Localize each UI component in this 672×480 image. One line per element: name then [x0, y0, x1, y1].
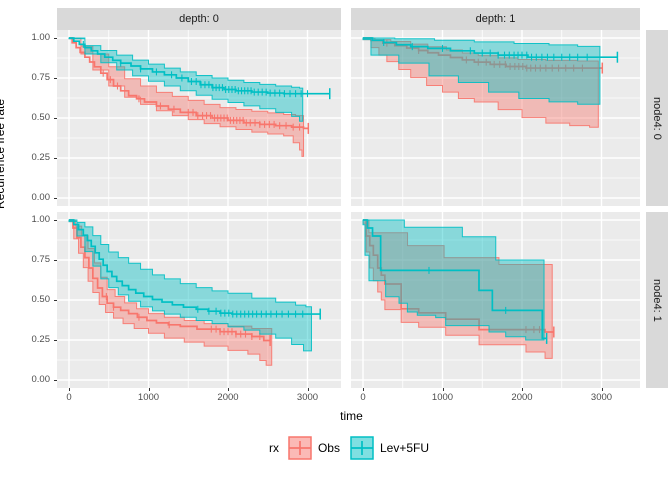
facet-strip-label: depth: 0	[179, 13, 219, 25]
y-tick-mark	[54, 260, 57, 261]
spacer	[646, 8, 668, 30]
y-tick-mark	[54, 118, 57, 119]
spacer	[341, 212, 351, 388]
y-tick-label: 1.00	[31, 214, 51, 225]
survival-line-Lev+5FU	[69, 37, 330, 95]
y-tick-mark	[54, 158, 57, 159]
spacer	[0, 388, 57, 408]
facet-grid: depth: 0 depth: 1 1.00 0.75 0.50 0.25 0.00 n…	[0, 8, 672, 408]
panel-depth0-node4-1	[57, 212, 341, 388]
facet-strip-node4-1: node4: 1	[646, 212, 668, 388]
spacer	[341, 30, 351, 206]
facet-strip-node4-0: node4: 0	[646, 30, 668, 206]
spacer	[646, 388, 668, 408]
y-tick-label: 0.50	[31, 294, 51, 305]
panel-depth1-node4-1	[351, 212, 640, 388]
x-axis-left: 0 1000 2000 3000	[57, 388, 341, 408]
survival-line-Lev+5FU	[363, 219, 547, 340]
facet-strip-depth-0: depth: 0	[57, 8, 341, 30]
facet-strip-label: node4: 0	[651, 96, 663, 140]
y-tick-label: 0.50	[31, 112, 51, 123]
x-axis-right: 0 1000 2000 3000	[351, 388, 640, 408]
facet-strip-depth-1: depth: 1	[351, 8, 640, 30]
facet-strip-label: depth: 1	[475, 13, 516, 25]
panel-depth1-node4-0	[351, 30, 640, 206]
x-axis-title: time	[340, 409, 363, 423]
x-tick-label: 0	[360, 392, 366, 403]
x-tick-label: 2000	[217, 392, 239, 403]
confidence-ribbon-Obs	[362, 219, 553, 359]
confidence-ribbon-Obs	[68, 219, 273, 366]
y-tick-label: 0.00	[31, 374, 51, 385]
x-tick-mark	[522, 388, 523, 391]
legend-key-lev5fu-swatch	[350, 436, 374, 460]
y-tick-label: 0.25	[31, 152, 51, 163]
confidence-ribbon-Lev+5FU	[362, 37, 601, 105]
x-tick-label: 1000	[137, 392, 160, 403]
facet-strip-label: node4: 1	[651, 278, 663, 322]
y-tick-mark	[54, 340, 57, 341]
legend-item-obs[interactable]: Obs	[288, 436, 340, 460]
legend-item-lev5fu[interactable]: Lev+5FU	[350, 436, 429, 460]
legend-label-obs: Obs	[317, 441, 340, 455]
y-tick-label: 1.00	[31, 32, 51, 43]
y-tick-mark	[54, 380, 57, 381]
x-tick-mark	[601, 388, 603, 391]
x-tick-mark	[307, 388, 309, 391]
confidence-ribbon-Lev+5FU	[68, 219, 312, 352]
x-tick-label: 3000	[590, 392, 613, 403]
legend: rx Obs Lev+5FU	[18, 436, 672, 460]
x-tick-label: 2000	[511, 392, 533, 403]
y-tick-label: 0.75	[31, 254, 51, 265]
y-tick-mark	[54, 220, 57, 221]
y-tick-label: 0.75	[31, 72, 51, 83]
y-tick-label: 0.25	[31, 334, 51, 345]
survival-line-Obs	[363, 219, 554, 333]
y-tick-mark	[54, 38, 57, 39]
y-tick-mark	[54, 300, 57, 301]
panel-depth0-node4-0	[57, 30, 341, 206]
spacer	[341, 388, 351, 408]
y-tick-mark	[54, 78, 57, 79]
x-tick-mark	[228, 388, 229, 391]
y-tick-label: 0.00	[31, 192, 51, 203]
y-tick-mark	[54, 198, 57, 199]
confidence-ribbon-Obs	[68, 37, 305, 157]
survival-line-Lev+5FU	[69, 219, 321, 315]
x-tick-mark	[148, 388, 150, 391]
legend-key-obs-swatch	[288, 436, 312, 460]
y-axis-top: 1.00 0.75 0.50 0.25 0.00	[0, 30, 57, 206]
legend-title: rx	[268, 441, 279, 455]
x-tick-mark	[442, 388, 444, 391]
spacer	[0, 8, 57, 30]
x-tick-label: 0	[66, 392, 72, 403]
y-axis-bottom: 1.00 0.75 0.50 0.25 0.00	[0, 212, 57, 388]
x-tick-mark	[363, 388, 364, 391]
spacer	[341, 8, 351, 30]
legend-label-lev5fu: Lev+5FU	[379, 441, 430, 455]
x-tick-mark	[69, 388, 70, 391]
survival-line-Obs	[69, 37, 309, 130]
x-tick-label: 3000	[296, 392, 319, 403]
confidence-ribbon-Lev+5FU	[68, 37, 304, 122]
x-tick-label: 1000	[431, 392, 454, 403]
